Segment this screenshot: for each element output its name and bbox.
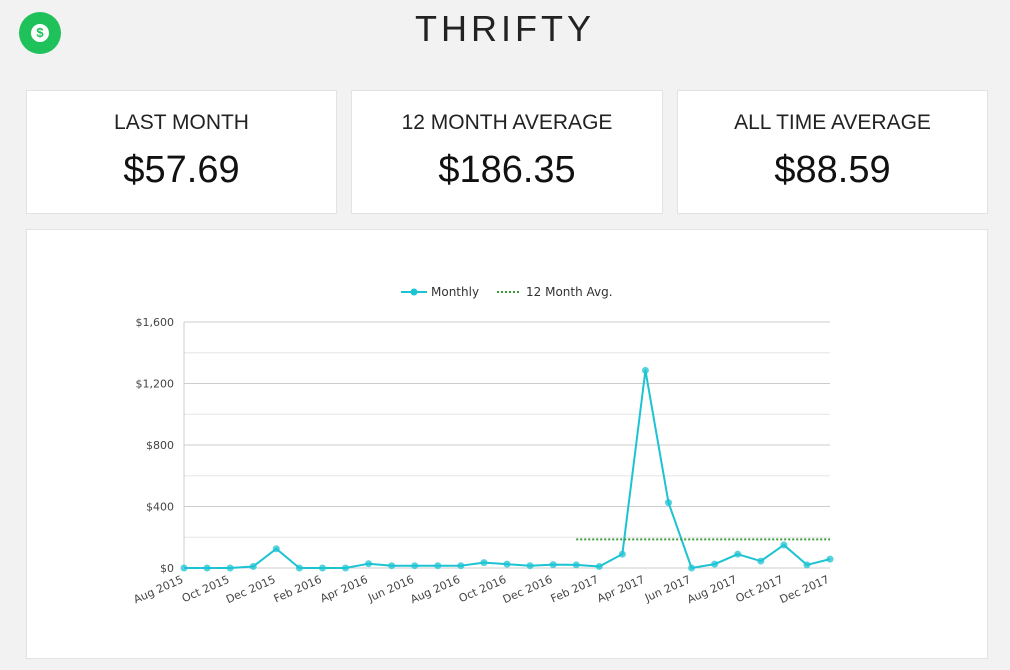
y-axis: $0 $400 $800 $1,200 $1,600: [136, 316, 185, 575]
monthly-point: [180, 564, 188, 572]
x-tick-label: Dec 2015: [224, 573, 278, 606]
monthly-point: [665, 499, 672, 507]
x-tick-label: Apr 2017: [595, 573, 646, 605]
monthly-point: [757, 557, 765, 565]
chart-series: [180, 366, 834, 572]
monthly-point: [641, 366, 649, 374]
stat-label: ALL TIME AVERAGE: [734, 111, 931, 134]
monthly-point: [272, 545, 280, 553]
stat-card-last-month: LAST MONTH $57.69: [26, 90, 337, 214]
monthly-point: [734, 550, 742, 558]
y-tick-label: $1,600: [136, 316, 175, 329]
stat-value: $186.35: [438, 149, 576, 191]
x-tick-label: Apr 2016: [318, 573, 369, 605]
monthly-point: [457, 562, 465, 570]
x-tick-label: Oct 2016: [457, 573, 508, 605]
x-tick-label: Aug 2017: [685, 573, 739, 606]
chart-grid: [184, 321, 830, 569]
x-tick-label: Aug 2016: [408, 573, 462, 606]
monthly-point: [388, 562, 396, 570]
x-tick-label: Feb 2016: [272, 573, 324, 606]
x-tick-label: Jun 2016: [365, 573, 416, 605]
monthly-point: [318, 564, 326, 572]
monthly-point: [526, 562, 534, 570]
chart-card: $0 $400 $800 $1,200 $1,600 Aug 2015 Oct 2015 D…: [26, 229, 988, 659]
stat-card-12-month-average: 12 MONTH AVERAGE $186.35: [351, 90, 663, 214]
monthly-point: [226, 564, 234, 572]
monthly-point: [572, 561, 580, 569]
y-tick-label: $800: [146, 439, 174, 452]
y-tick-label: $400: [146, 501, 174, 514]
monthly-point: [688, 564, 696, 572]
stat-value: $88.59: [774, 149, 891, 191]
app-title: THRIFTY: [415, 8, 595, 49]
monthly-point: [365, 560, 373, 568]
x-tick-label: Dec 2016: [501, 573, 555, 606]
monthly-point: [434, 562, 442, 570]
stat-label: LAST MONTH: [114, 111, 249, 134]
legend-avg-label: 12 Month Avg.: [526, 285, 613, 299]
stat-label: 12 MONTH AVERAGE: [401, 111, 613, 134]
x-tick-label: Oct 2015: [180, 573, 231, 605]
monthly-point: [826, 555, 834, 563]
monthly-point: [618, 550, 626, 558]
monthly-point: [549, 561, 557, 569]
monthly-point: [503, 560, 511, 568]
monthly-point: [595, 562, 603, 570]
monthly-point: [295, 564, 303, 572]
monthly-point: [342, 564, 349, 572]
monthly-point: [203, 564, 211, 572]
x-tick-label: Oct 2017: [734, 573, 785, 605]
dollar-icon: $: [31, 24, 49, 42]
x-tick-label: Jun 2017: [642, 573, 693, 605]
y-tick-label: $1,200: [136, 378, 175, 391]
monthly-point: [711, 560, 719, 568]
monthly-point: [411, 562, 419, 570]
stat-card-all-time-average: ALL TIME AVERAGE $88.59: [677, 90, 988, 214]
legend-monthly-label: Monthly: [431, 285, 479, 299]
legend-monthly-marker: [410, 288, 418, 296]
x-tick-label: Feb 2017: [549, 573, 601, 606]
x-tick-label: Dec 2017: [778, 573, 832, 606]
chart-legend: Monthly 12 Month Avg.: [401, 285, 613, 299]
monthly-point: [249, 562, 257, 570]
monthly-point: [780, 541, 788, 549]
monthly-point: [803, 561, 811, 569]
x-tick-label: Aug 2015: [132, 573, 186, 606]
stat-value: $57.69: [123, 149, 240, 191]
y-tick-label: $0: [160, 562, 174, 575]
monthly-point: [480, 559, 488, 567]
app-logo-icon[interactable]: $: [19, 12, 61, 54]
